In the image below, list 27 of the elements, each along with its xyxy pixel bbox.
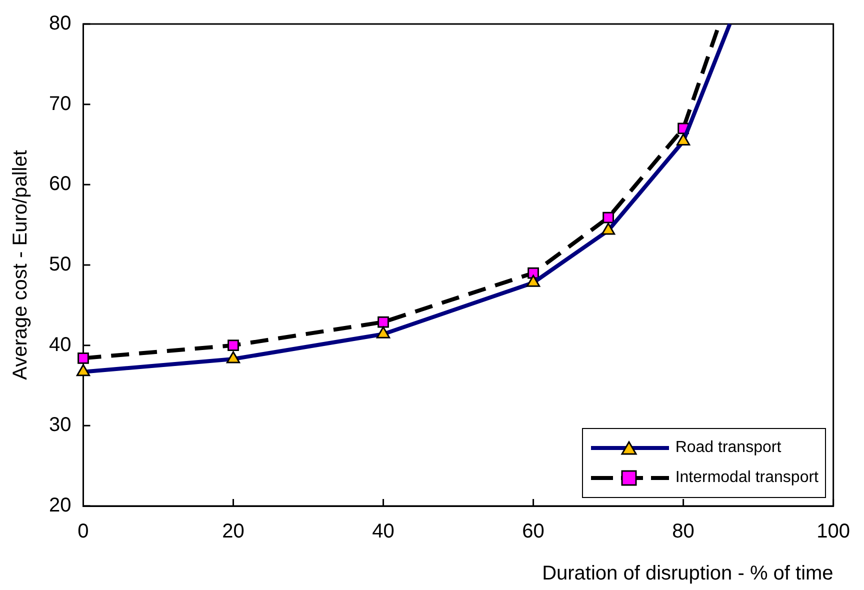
- x-tick-label: 60: [522, 520, 544, 543]
- point: [228, 340, 239, 352]
- y-tick-label: 60: [48, 173, 72, 196]
- legend-label: Intermodal transport: [675, 469, 818, 487]
- x-tick-label: 20: [222, 520, 244, 543]
- x-axis-title: Duration of disruption - % of time: [542, 562, 834, 585]
- x-tick-label: 0: [78, 520, 89, 543]
- y-tick-label: 80: [48, 12, 72, 35]
- point: [676, 134, 690, 146]
- y-tick-label: 70: [48, 92, 72, 115]
- point: [78, 352, 89, 364]
- point: [76, 364, 90, 376]
- x-tick-label: 40: [372, 520, 394, 543]
- y-tick-label: 30: [48, 414, 72, 436]
- point: [376, 326, 390, 338]
- point: [526, 274, 540, 287]
- x-tick-label: 80: [672, 520, 694, 543]
- x-tick-label: 100: [816, 520, 850, 543]
- point: [226, 351, 240, 364]
- legend-label: Road transport: [675, 439, 782, 457]
- point: [378, 316, 389, 328]
- y-axis-title: Average cost - Euro/pallet: [10, 150, 32, 380]
- y-tick-label: 50: [48, 254, 72, 276]
- point: [601, 222, 616, 235]
- y-tick-label: 20: [48, 494, 72, 517]
- point: [602, 212, 614, 224]
- y-tick-label: 40: [48, 334, 72, 356]
